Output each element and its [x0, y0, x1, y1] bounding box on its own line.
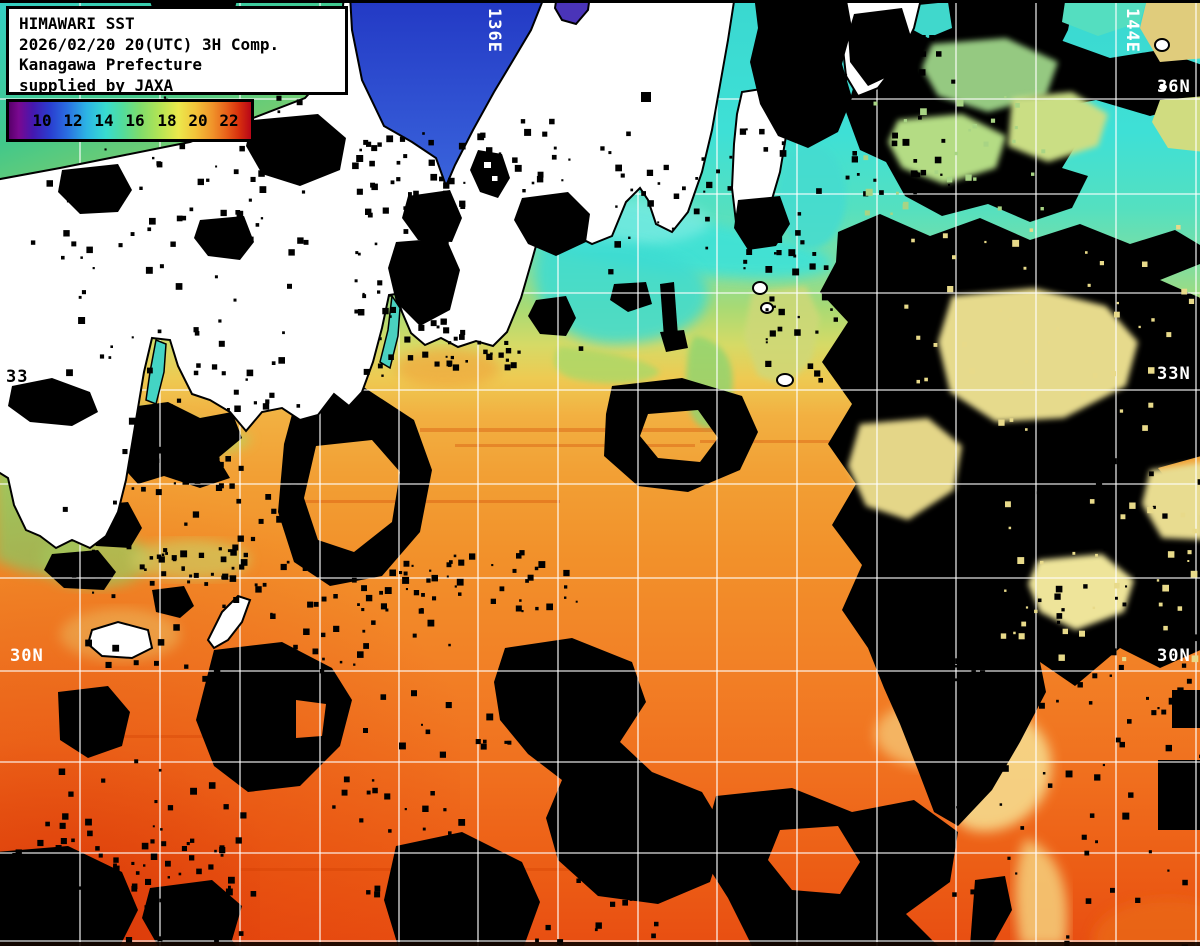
attribution-line: supplied by JAXA	[19, 75, 174, 95]
info-box: HIMAWARI SST 2026/02/20 20(UTC) 3H Comp.…	[6, 6, 348, 95]
small-bay-inlet	[553, 0, 591, 26]
cloud-over-land-layer	[8, 0, 912, 485]
region-line: Kanagawa Prefecture	[19, 55, 203, 74]
izu-island-1	[752, 281, 768, 295]
honshu-shikoku-kyushu-landmass	[0, 0, 736, 550]
colorbar-tick: 10	[32, 111, 52, 130]
latitude-label-30n-right: 30N	[1157, 646, 1191, 666]
colorbar-tick: 22	[219, 111, 239, 130]
latitude-label-30n-left: 30N	[10, 646, 44, 666]
cloud-speckles	[8, 35, 1200, 946]
colorbar-tick: 18	[157, 111, 177, 130]
longitude-label-144e: 144E	[1122, 8, 1142, 53]
izu-island-2	[760, 302, 774, 314]
wakasa-bay-water	[349, 0, 545, 189]
temperature-colorbar: 10 12 14 16 18 20 22	[6, 99, 254, 142]
product-title: HIMAWARI SST	[19, 14, 135, 33]
tanegashima-island	[206, 594, 252, 650]
small-island-ne	[1154, 38, 1170, 52]
izu-island-3	[776, 373, 794, 387]
colorbar-tick: 12	[63, 111, 83, 130]
colorbar-tick: 14	[94, 111, 114, 130]
latitude-label-33-left: 33	[6, 367, 29, 387]
colorbar-tick: 20	[188, 111, 208, 130]
colorbar-tick: 16	[125, 111, 145, 130]
kii-channel-water	[379, 293, 401, 370]
cloud-hole-patches	[848, 0, 1200, 630]
latitude-label-36n-right: 36N	[1157, 77, 1191, 97]
longitude-label-136e: 136E	[484, 8, 504, 53]
datetime-line: 2026/02/20 20(UTC) 3H Comp.	[19, 34, 280, 54]
top-edge-strip	[0, 0, 1200, 3]
latitude-label-33n-right: 33N	[1157, 364, 1191, 384]
small-island-ne2	[1157, 82, 1169, 92]
bottom-edge-strip	[0, 942, 1200, 946]
